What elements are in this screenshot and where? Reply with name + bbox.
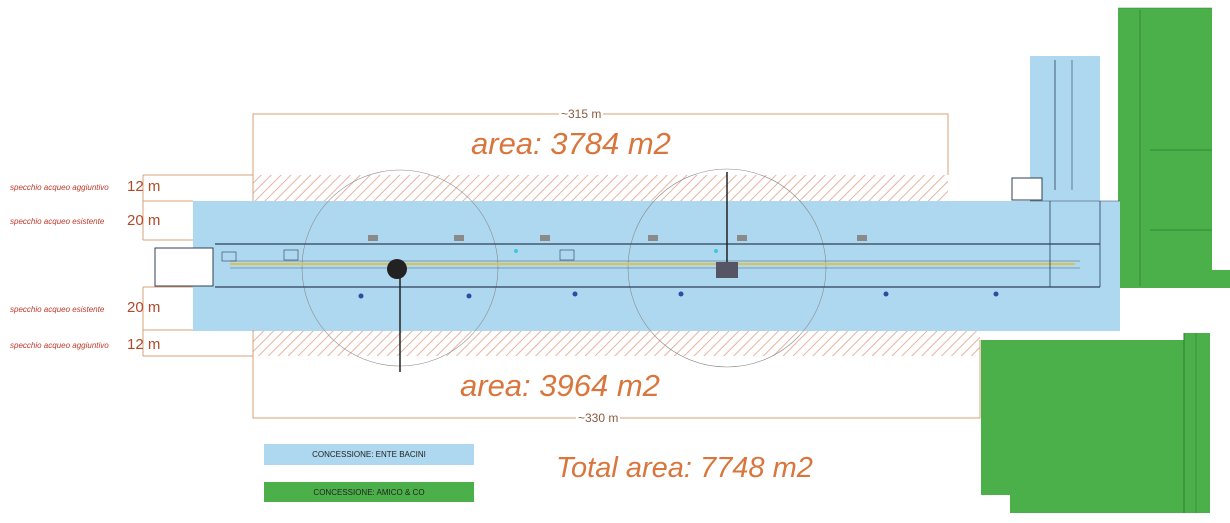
width-20-label-top: 20 m [127,212,161,229]
total-area-label: Total area: 7748 m2 [556,452,813,484]
ente-bacini-concession-area [193,56,1120,331]
bollard-markers [358,249,999,299]
additional-water-label-bottom: specchio acqueo aggiuntivo [10,341,109,350]
dock-structure [154,60,1120,372]
cranes [368,235,867,279]
width-20-label-bottom: 20 m [127,299,161,316]
top-area-label: area: 3784 m2 [471,126,671,161]
amico-concession-area [981,7,1230,513]
top-length-dimension: ~315 m [559,107,604,121]
existing-water-label-bottom: specchio acqueo esistente [10,305,105,314]
additional-water-strip-bottom [253,330,980,356]
additional-water-strip-top [253,175,948,201]
additional-water-label-top: specchio acqueo aggiuntivo [10,183,109,192]
legend-ente-bacini-label: CONCESSIONE: ENTE BACINI [312,450,426,459]
legend-amico-label: CONCESSIONE: AMICO & CO [313,487,425,497]
bottom-area-label: area: 3964 m2 [460,368,660,403]
existing-water-label-top: specchio acqueo esistente [10,217,105,226]
width-12-label-bottom: 12 m [127,336,161,353]
width-12-label-top: 12 m [127,178,161,195]
legend-ente-bacini: CONCESSIONE: ENTE BACINI [264,444,474,465]
legend-amico: CONCESSIONE: AMICO & CO [264,482,474,502]
bottom-length-dimension: ~330 m [576,411,621,425]
